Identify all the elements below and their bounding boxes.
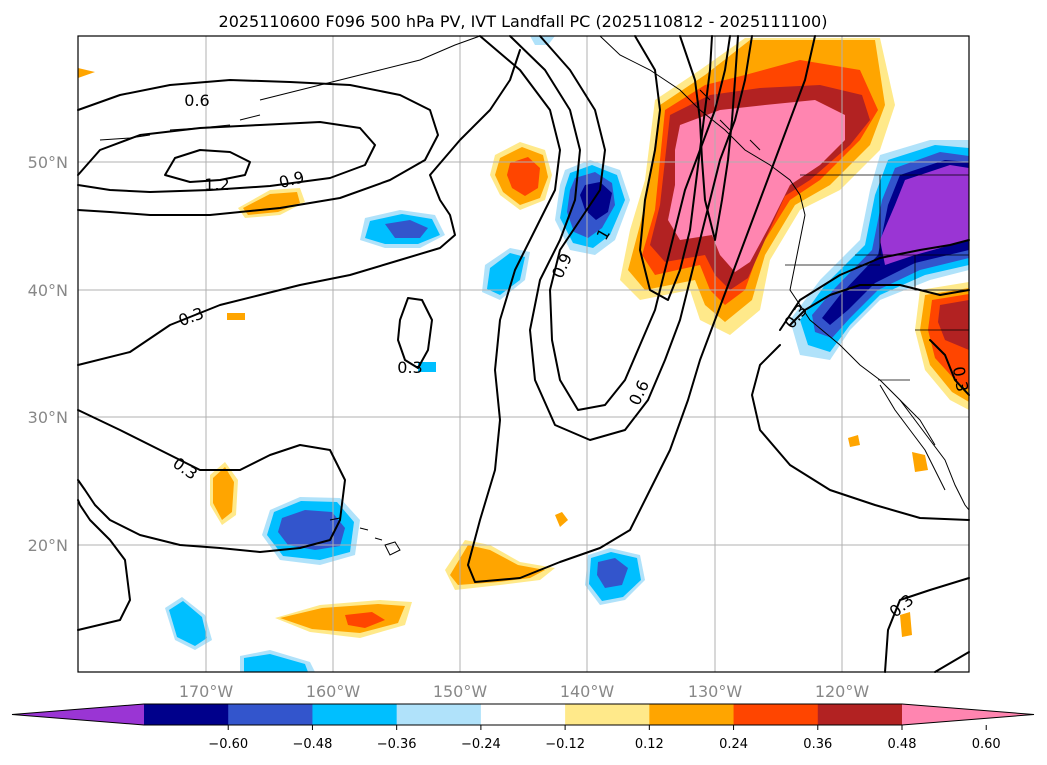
map-frame	[77, 35, 970, 673]
colorbar-tick-label: 0.60	[972, 737, 1001, 752]
negative-anomaly-purple	[880, 165, 969, 265]
contour-06-trough	[509, 35, 753, 441]
contour-12-trough	[634, 35, 713, 301]
latitude-labels: 50°N 40°N 30°N 20°N	[28, 153, 68, 555]
colorbar-tick-label: 0.36	[803, 737, 832, 752]
colorbar-segment	[649, 704, 735, 725]
positive-anomaly-small-c	[555, 512, 568, 527]
lon-label-150w: 150°W	[433, 682, 488, 701]
contour-03-south	[77, 499, 131, 631]
colorbar-tick-label: −0.24	[461, 737, 501, 752]
lon-label-140w: 140°W	[560, 682, 615, 701]
contour-label-06-west: 0.6	[184, 91, 209, 110]
lat-label-20n: 20°N	[28, 536, 68, 555]
negative-anomaly-small-h	[530, 36, 555, 45]
map-title: 2025110600 F096 500 hPa PV, IVT Landfall…	[219, 12, 828, 31]
colorbar-tick-label: 0.48	[888, 737, 917, 752]
contour-label-03-cutoff: 0.3	[949, 365, 972, 393]
lat-label-40n: 40°N	[28, 281, 68, 300]
positive-anomaly-small-b	[227, 313, 245, 320]
coastline-islands-bc	[699, 89, 761, 151]
longitude-labels: 170°W 160°W 150°W 140°W 130°W 120°W	[179, 682, 870, 701]
border-states	[785, 175, 969, 381]
positive-anomaly-mid-north-pacific-red	[507, 157, 540, 196]
lat-label-50n: 50°N	[28, 153, 68, 172]
positive-anomaly-small-d	[900, 612, 912, 637]
lon-label-170w: 170°W	[179, 682, 234, 701]
negative-anomaly-17n-138w-blue	[597, 558, 628, 588]
positive-anomaly-14n-158w-orange	[280, 604, 405, 633]
lon-label-130w: 130°W	[688, 682, 743, 701]
negative-anomaly-13n-170w-cyan	[169, 601, 207, 646]
colorbar-tick-label: −0.60	[208, 737, 248, 752]
negative-anomaly-11n-165w-cyan	[244, 654, 308, 672]
negative-anomaly-gulf-navy	[580, 182, 612, 220]
colorbar-segment	[565, 704, 650, 725]
negative-anomaly-small-central-cyan	[487, 253, 525, 295]
contour-09-west	[77, 121, 376, 193]
contour-cutoff-east	[929, 339, 970, 396]
contour-03-island	[397, 297, 433, 369]
colorbar-segment	[396, 704, 482, 725]
lon-label-160w: 160°W	[306, 682, 361, 701]
colorbar-segment	[733, 704, 819, 725]
contour-09-trough	[539, 35, 731, 411]
colorbar-segment	[144, 704, 229, 725]
negative-anomaly-northeast-pacific-blue	[385, 220, 428, 238]
contour-03-southeast	[884, 577, 970, 673]
positive-anomaly-25n-170w-orange	[213, 467, 234, 520]
positive-anomaly-small-a	[78, 68, 95, 78]
negative-anomaly-small-g	[418, 362, 436, 372]
pv-contours	[77, 35, 970, 673]
lon-label-120w: 120°W	[815, 682, 870, 701]
coastline-alaska	[259, 35, 806, 216]
contour-label-03-island: 0.3	[397, 358, 422, 377]
contour-03-southwest	[77, 409, 346, 553]
positive-anomaly-california-darkred	[938, 300, 969, 350]
colorbar-segment	[312, 704, 398, 725]
contour-12-west	[164, 149, 251, 183]
lat-label-30n: 30°N	[28, 408, 68, 427]
positive-anomaly-18n-147w-orange	[450, 545, 545, 585]
coastline-hawaii	[329, 517, 401, 556]
colorbar-outline	[11, 703, 1035, 726]
positive-anomaly-small-e	[912, 452, 928, 472]
positive-anomaly-14n-158w-red	[345, 612, 385, 628]
positive-anomaly-west-north-orange	[243, 192, 300, 215]
graticule	[78, 36, 969, 672]
colorbar-extend-low	[12, 704, 144, 725]
colorbar-tick-label: 0.12	[635, 737, 664, 752]
coastline-baja	[879, 384, 946, 491]
contour-03-trough	[467, 35, 816, 583]
colorbar-segment	[817, 704, 903, 725]
contour-03-east	[751, 284, 970, 521]
colorbar-tick-label: −0.36	[377, 737, 417, 752]
positive-anomaly-small-f	[848, 435, 860, 447]
colorbar-tick-label: −0.12	[545, 737, 585, 752]
contour-03-west	[77, 49, 521, 366]
shaded-fields	[78, 36, 969, 672]
contour-15-trough	[679, 35, 739, 241]
contour-label-12-west: 1.2	[204, 175, 229, 194]
colorbar-segment	[228, 704, 313, 725]
contour-06-west	[77, 79, 439, 216]
contour-06-east	[779, 239, 970, 331]
colorbar: −0.60 −0.48 −0.36 −0.24 −0.12 0.12 0.24 0.36 0.4…	[11, 703, 1035, 752]
colorbar-extend-high	[902, 704, 1034, 725]
colorbar-segment	[480, 704, 566, 725]
colorbar-tick-label: 0.24	[719, 737, 748, 752]
colorbar-tick-label: −0.48	[293, 737, 333, 752]
